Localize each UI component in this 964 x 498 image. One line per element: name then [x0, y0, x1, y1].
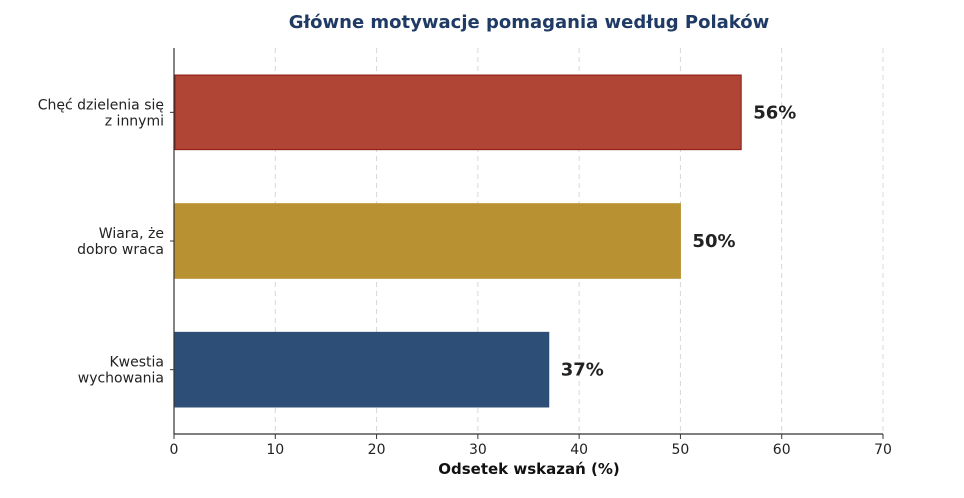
category-label: Kwestia — [110, 355, 165, 371]
x-tick-label: 10 — [266, 442, 284, 458]
bar — [174, 203, 681, 279]
x-tick-label: 0 — [170, 442, 179, 458]
category-label: Wiara, że — [99, 226, 164, 242]
x-tick-label: 40 — [570, 442, 588, 458]
x-axis-title: Odsetek wskazań (%) — [438, 460, 620, 478]
category-label: Chęć dzielenia się — [38, 97, 164, 113]
category-label: wychowania — [78, 371, 164, 387]
data-label: 56% — [753, 102, 796, 123]
category-label: dobro wraca — [77, 242, 164, 258]
axes — [170, 48, 884, 439]
bar — [174, 74, 742, 151]
category-label: z innymi — [105, 113, 164, 129]
x-tick-label: 30 — [469, 442, 487, 458]
x-tick-label: 70 — [874, 442, 892, 458]
x-tick-label: 20 — [368, 442, 386, 458]
bar — [174, 331, 550, 408]
x-tick-label: 60 — [773, 442, 791, 458]
x-tick-label: 50 — [672, 442, 690, 458]
data-label: 37% — [561, 360, 604, 381]
data-label: 50% — [692, 231, 735, 252]
chart-title: Główne motywacje pomagania według Polakó… — [289, 12, 770, 33]
bars — [174, 74, 742, 408]
